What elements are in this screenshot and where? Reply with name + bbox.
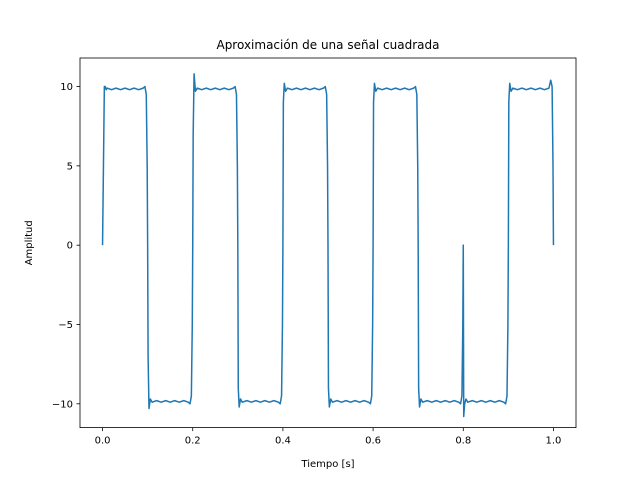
x-tick-label: 0.4	[275, 436, 291, 447]
y-axis: 10 5 0 −5 −10	[52, 82, 80, 410]
x-tick-label: 0.6	[365, 436, 381, 447]
x-tick-label: 0.8	[455, 436, 471, 447]
x-axis: 0.0 0.2 0.4 0.6 0.8 1.0	[95, 427, 562, 447]
y-tick-label: −10	[52, 399, 73, 410]
y-tick-label: 0	[67, 241, 73, 252]
series-line	[101, 73, 555, 418]
x-tick-label: 0.2	[185, 436, 201, 447]
y-tick-label: 5	[67, 161, 73, 172]
y-axis-label: Amplitud	[24, 220, 35, 265]
x-axis-label: Tiempo [s]	[300, 459, 354, 470]
chart-title: Aproximación de una señal cuadrada	[216, 38, 439, 52]
y-tick-label: −5	[58, 320, 73, 331]
plot-area	[101, 73, 555, 418]
axes-frame	[79, 57, 577, 429]
x-tick-label: 1.0	[546, 436, 562, 447]
x-tick-label: 0.0	[95, 436, 111, 447]
y-tick-label: 10	[60, 82, 73, 93]
